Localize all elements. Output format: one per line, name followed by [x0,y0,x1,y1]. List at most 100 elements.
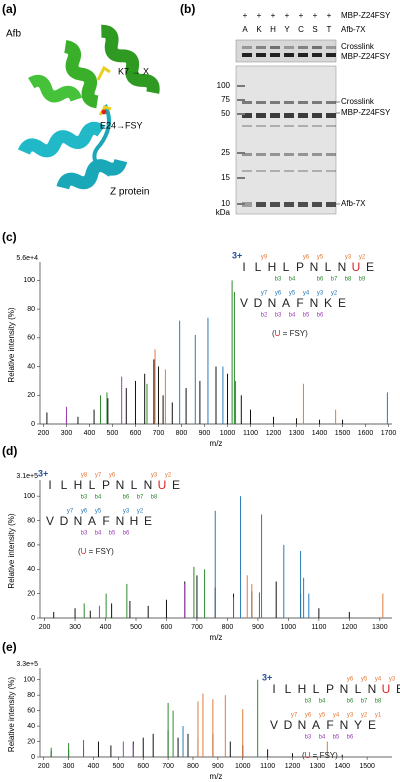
ion-label: b6 [347,735,354,741]
band [284,153,294,156]
ion-label: b5 [109,531,116,537]
band [326,101,336,104]
residue: V [46,514,54,528]
ion-label: b3 [275,313,282,319]
band [270,113,280,118]
note-part: = FSY) [310,751,338,760]
residue: V [240,296,248,310]
fsy-note: (U = FSY) [78,547,114,556]
ion-label: b5 [303,313,310,319]
panel-label: (c) [2,230,17,244]
y-tick-label: 60 [27,542,35,549]
y-tick-label: 0 [31,615,35,622]
y-tick-label: 20 [27,392,35,399]
residue: K [324,296,332,310]
x-tick-label: 800 [187,763,199,770]
band [326,153,336,156]
x-tick-label: 1000 [220,430,236,437]
band [270,170,280,172]
ion-label: b4 [95,495,102,501]
residue: L [89,478,96,492]
mw-label: 50 [221,109,230,118]
band [298,101,308,104]
residue: L [313,682,320,696]
band [312,202,322,207]
ion-label: y5 [95,509,102,515]
band [326,53,336,57]
ion-label: b4 [289,277,296,283]
band [256,170,266,172]
lane-label: T [327,25,332,34]
band [284,101,294,104]
residue: N [310,260,319,274]
y-tick-label: 20 [27,590,35,597]
band [326,46,336,49]
band [298,125,308,127]
band [312,125,322,127]
residue: L [131,478,138,492]
band [284,202,294,207]
ion-label: y6 [109,473,116,479]
x-tick-label: 200 [39,624,51,631]
ion-label: y4 [303,291,310,297]
band [284,170,294,172]
x-tick-label: 1200 [266,430,282,437]
x-tick-label: 1100 [260,763,275,770]
ion-label: b7 [137,495,144,501]
band [270,53,280,57]
ion-label: y7 [261,291,268,297]
mw-label: 10 [221,199,230,208]
scale-label: 3.3e+5 [16,661,38,668]
mw-label: 15 [221,173,230,182]
x-tick-label: 700 [191,624,203,631]
residue: F [326,718,333,732]
residue: H [298,682,307,696]
residue: E [144,514,152,528]
ion-label: b4 [95,531,102,537]
ion-label: b6 [347,699,354,705]
ion-label: y3 [345,255,352,261]
note-part: U [81,547,87,556]
note-part: ( [272,329,275,338]
x-tick-label: 300 [69,624,81,631]
band [270,101,280,104]
residue: D [284,718,293,732]
band [326,125,336,127]
x-tick-label: 1000 [235,763,251,770]
y-tick-label: 20 [27,738,35,745]
residue: H [268,260,277,274]
x-axis-label: m/z [210,439,223,448]
ion-label: b4 [319,735,326,741]
band [326,202,336,207]
residue: A [88,514,96,528]
plus: + [313,11,318,20]
y-axis-label: Relative intensity (%) [7,677,16,752]
row-label: MBP-Z24FSY [341,11,391,20]
residue: V [270,718,278,732]
band [256,113,266,118]
label-k7: K7 → X [118,66,149,76]
residue: N [340,718,349,732]
residue: N [368,682,377,696]
residue: N [116,514,125,528]
ion-label: y3 [317,291,324,297]
gel-strip [235,39,337,63]
ion-label: y6 [305,713,312,719]
residue: N [298,718,307,732]
residue: H [130,514,139,528]
ion-label: b6 [317,313,324,319]
ion-label: b3 [305,735,312,741]
band [298,113,308,118]
band [256,101,266,104]
plus: + [243,11,248,20]
x-tick-label: 300 [63,763,75,770]
band [256,46,266,49]
ion-label: b4 [289,313,296,319]
ion-label: y2 [359,255,366,261]
strip-label: Crosslink [341,42,375,51]
residue: P [326,682,334,696]
note-part: ( [302,751,305,760]
lane-label: H [270,25,276,34]
ion-label: y4 [333,713,340,719]
y-tick-label: 40 [27,566,35,573]
